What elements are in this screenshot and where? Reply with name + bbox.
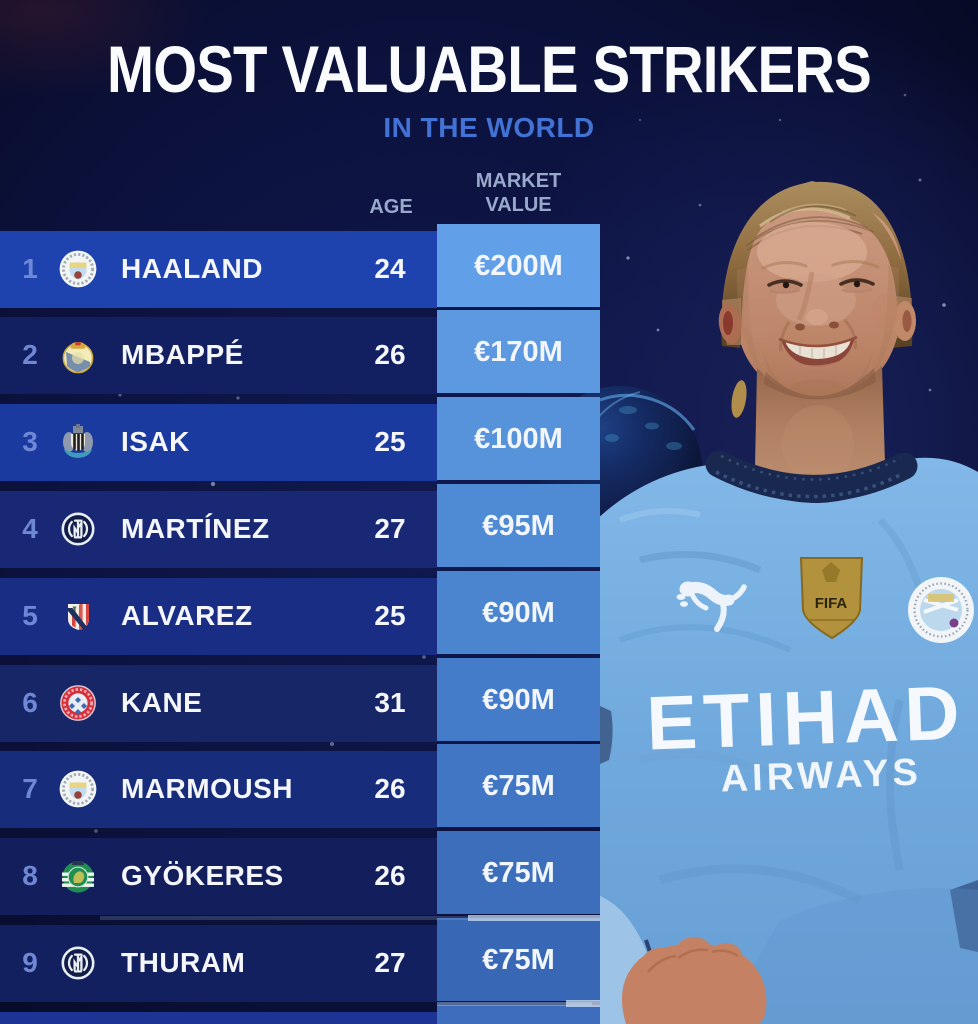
svg-text:AIRWAYS: AIRWAYS [720,751,923,800]
svg-text:ETIHAD: ETIHAD [645,670,967,766]
svg-text:FIFA: FIFA [815,595,848,612]
